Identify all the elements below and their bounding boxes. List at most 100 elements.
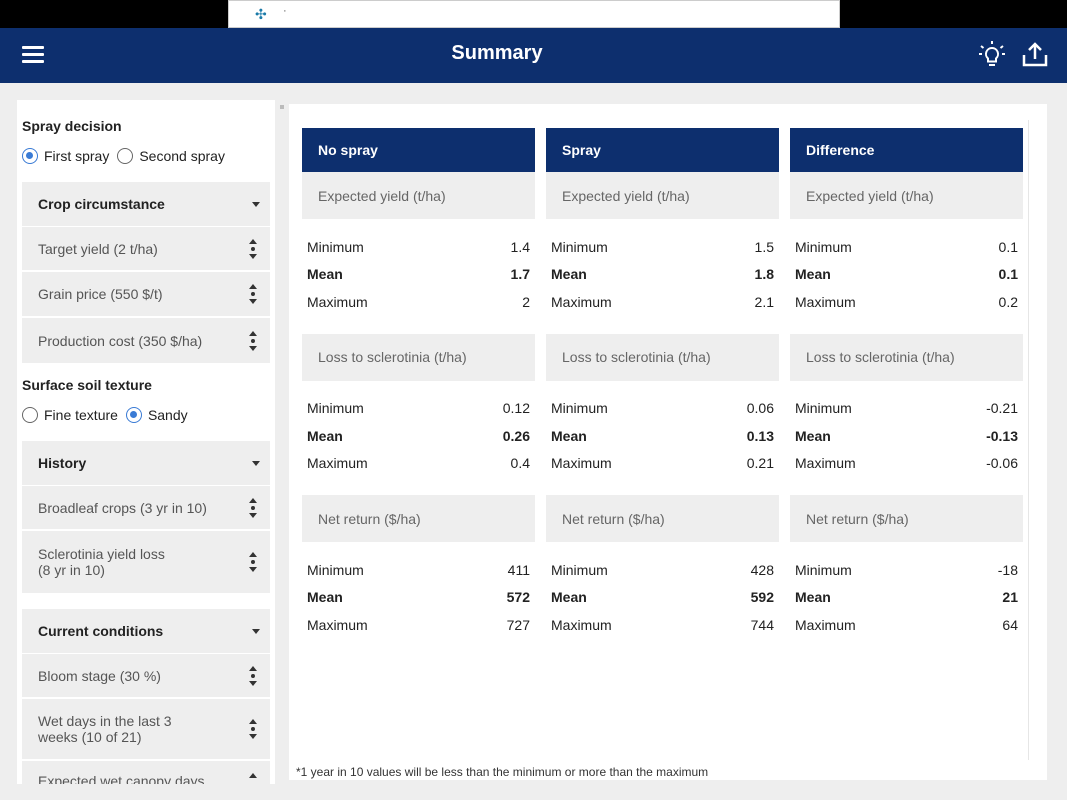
broadleaf-crops-row[interactable]: Broadleaf crops (3 yr in 10) — [22, 486, 270, 531]
value-row-min: Minimum 1.4 — [302, 233, 535, 261]
value-number: 1.5 — [754, 238, 774, 255]
spray-decision-title: Spray decision — [22, 118, 122, 134]
metric-header: Loss to sclerotinia (t/ha) — [546, 333, 779, 381]
lightbulb-icon[interactable] — [977, 40, 1007, 70]
value-row-min: Minimum 0.1 — [790, 233, 1023, 261]
metric-values: Minimum 0.1 Mean 0.1 Maximum 0.2 — [790, 219, 1023, 334]
value-number: -0.06 — [986, 455, 1018, 472]
value-row-min: Minimum -18 — [790, 556, 1023, 584]
value-label: Minimum — [795, 238, 852, 255]
summary-column: No spray Expected yield (t/ha) Minimum 1.4 M… — [302, 128, 535, 657]
metric-values: Minimum 1.4 Mean 1.7 Maximum 2 — [302, 219, 535, 334]
value-number: 0.21 — [746, 455, 774, 472]
value-label: Maximum — [551, 293, 612, 310]
stepper-icon[interactable] — [248, 330, 258, 351]
caret-down-icon — [252, 460, 260, 466]
value-number: 1.4 — [510, 238, 530, 255]
value-label: Minimum — [551, 561, 608, 578]
value-label: Mean — [551, 266, 587, 283]
current-conditions-group: Current conditions Bloom stage (30 %) We… — [22, 609, 270, 784]
value-number: 0.1 — [998, 266, 1018, 283]
soil-texture-radios: Fine texture Sandy — [22, 407, 196, 423]
wet-days-row[interactable]: Wet days in the last 3 weeks (10 of 21) — [22, 699, 270, 761]
share-upload-icon[interactable] — [1020, 40, 1050, 70]
value-label: Minimum — [795, 561, 852, 578]
spray-decision-radios: First spray Second spray — [22, 148, 233, 164]
value-label: Maximum — [307, 293, 368, 310]
current-conditions-header[interactable]: Current conditions — [22, 609, 270, 654]
crop-circumstance-group: Crop circumstance Target yield (2 t/ha) … — [22, 182, 270, 363]
value-number: 1.8 — [754, 266, 774, 283]
value-number: 64 — [1002, 616, 1018, 633]
panel-resize-handle[interactable] — [280, 105, 284, 109]
app-bar: Summary — [0, 28, 1067, 83]
value-row-max: Maximum 0.2 — [790, 288, 1023, 316]
radio-unselected-icon[interactable] — [117, 148, 134, 164]
value-label: Minimum — [551, 400, 608, 417]
radio-sandy[interactable]: Sandy — [125, 407, 188, 423]
value-number: 2 — [522, 293, 530, 310]
metric-values: Minimum -18 Mean 21 Maximum 64 — [790, 542, 1023, 657]
metric-header: Expected yield (t/ha) — [302, 172, 535, 219]
value-label: Mean — [795, 427, 831, 444]
grain-price-row[interactable]: Grain price (550 $/t) — [22, 272, 270, 318]
soil-texture-title: Surface soil texture — [22, 377, 152, 393]
value-row-mean: Mean 592 — [546, 584, 779, 612]
value-row-max: Maximum -0.06 — [790, 450, 1023, 478]
sclerotinia-yield-loss-row[interactable]: Sclerotinia yield loss (8 yr in 10) — [22, 531, 270, 593]
metric-header: Net return ($/ha) — [302, 495, 535, 542]
production-cost-row[interactable]: Production cost (350 $/ha) — [22, 318, 270, 363]
metric-values: Minimum 0.12 Mean 0.26 Maximum 0.4 — [302, 381, 535, 496]
value-row-min: Minimum 411 — [302, 556, 535, 584]
value-number: 21 — [1002, 589, 1018, 606]
stepper-icon[interactable] — [248, 773, 258, 778]
value-label: Minimum — [551, 238, 608, 255]
stepper-icon[interactable] — [248, 238, 258, 259]
summary-panel: No spray Expected yield (t/ha) Minimum 1.4 M… — [289, 104, 1047, 780]
value-row-mean: Mean 572 — [302, 584, 535, 612]
value-row-max: Maximum 727 — [302, 611, 535, 639]
metric-header: Expected yield (t/ha) — [790, 172, 1023, 219]
value-label: Mean — [551, 427, 587, 444]
radio-unselected-icon[interactable] — [22, 407, 38, 423]
inputs-sidebar[interactable]: Spray decision First spray Second spray … — [17, 100, 275, 784]
bloom-stage-row[interactable]: Bloom stage (30 %) — [22, 654, 270, 699]
value-row-mean: Mean 0.13 — [546, 422, 779, 450]
radio-first-spray[interactable]: First spray — [22, 148, 109, 164]
metric-header: Net return ($/ha) — [546, 495, 779, 542]
notification-bar: ✣ · — [228, 0, 840, 28]
stepper-icon[interactable] — [248, 552, 258, 572]
metric-values: Minimum 1.5 Mean 1.8 Maximum 2.1 — [546, 219, 779, 334]
footnote: *1 year in 10 values will be less than t… — [296, 765, 709, 779]
value-label: Minimum — [307, 561, 364, 578]
radio-selected-icon[interactable] — [22, 148, 38, 164]
value-number: -0.13 — [986, 427, 1018, 444]
value-row-min: Minimum 428 — [546, 556, 779, 584]
metric-values: Minimum -0.21 Mean -0.13 Maximum -0.06 — [790, 381, 1023, 496]
metric-values: Minimum 428 Mean 592 Maximum 744 — [546, 542, 779, 657]
stepper-icon[interactable] — [248, 665, 258, 686]
column-header: No spray — [302, 128, 535, 172]
crop-circumstance-header[interactable]: Crop circumstance — [22, 182, 270, 227]
radio-selected-icon[interactable] — [125, 407, 142, 423]
value-number: 0.4 — [510, 455, 530, 472]
radio-second-spray[interactable]: Second spray — [117, 148, 225, 164]
stepper-icon[interactable] — [248, 497, 258, 518]
target-yield-row[interactable]: Target yield (2 t/ha) — [22, 227, 270, 272]
value-row-min: Minimum 0.12 — [302, 395, 535, 423]
value-number: -18 — [997, 561, 1018, 578]
expected-wet-canopy-row[interactable]: Expected wet canopy days — [22, 761, 270, 784]
value-label: Mean — [307, 427, 343, 444]
menu-icon[interactable] — [22, 46, 44, 64]
value-number: 744 — [750, 616, 774, 633]
value-label: Maximum — [551, 616, 612, 633]
stepper-icon[interactable] — [248, 719, 258, 739]
radio-fine-texture[interactable]: Fine texture — [22, 407, 118, 423]
value-label: Maximum — [795, 455, 856, 472]
value-label: Mean — [307, 589, 343, 606]
history-header[interactable]: History — [22, 441, 270, 486]
value-number: 2.1 — [754, 293, 774, 310]
stepper-icon[interactable] — [248, 284, 258, 304]
value-row-mean: Mean -0.13 — [790, 422, 1023, 450]
column-header: Difference — [790, 128, 1023, 172]
